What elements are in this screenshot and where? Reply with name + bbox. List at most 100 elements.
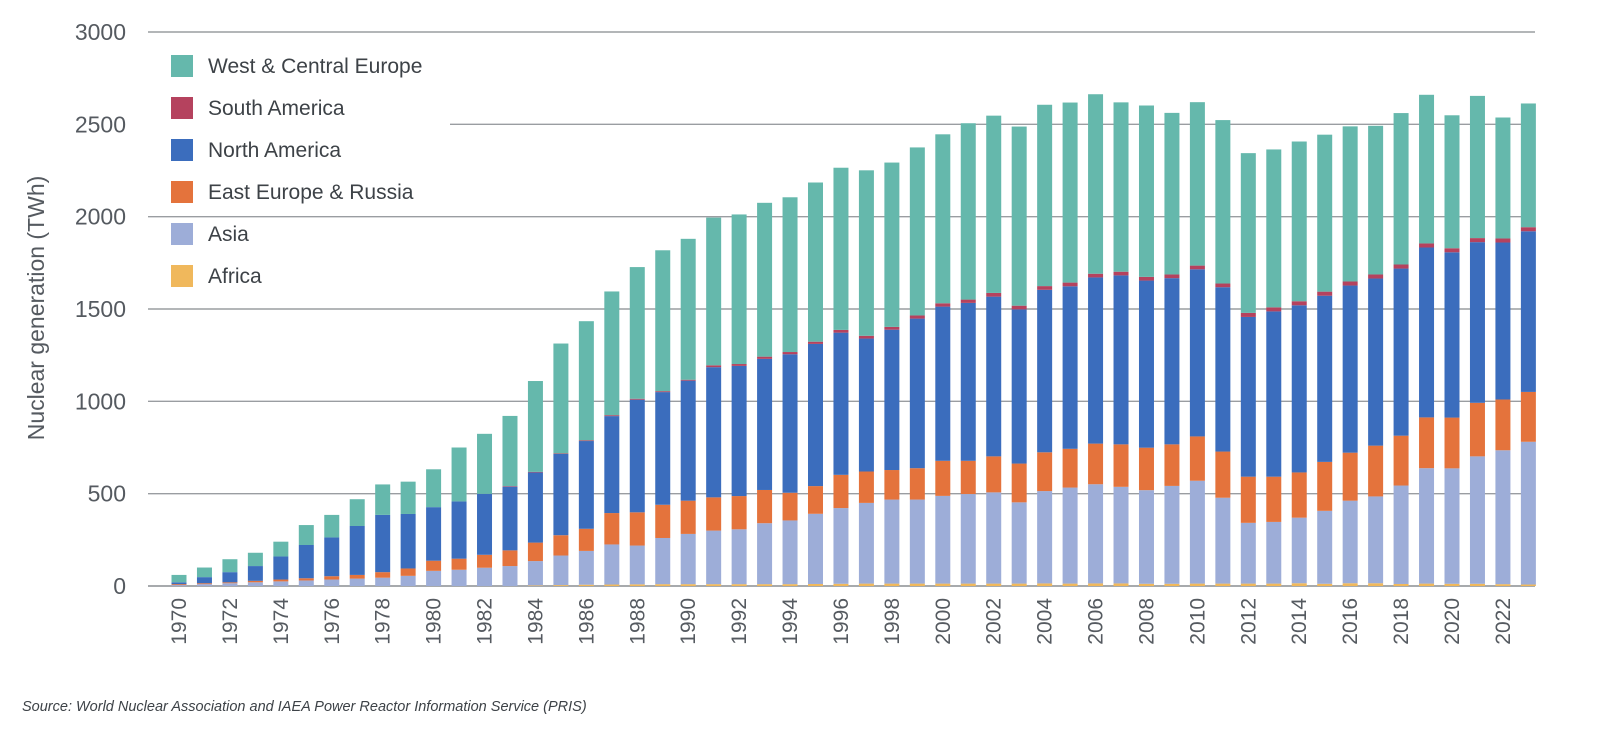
bar-segment <box>808 182 823 342</box>
legend-swatch <box>171 139 193 161</box>
bar-segment <box>1444 252 1460 418</box>
bar-segment <box>1266 583 1282 586</box>
bar-segment <box>935 134 951 304</box>
bar-segment <box>375 572 391 578</box>
bar-segment <box>808 343 823 487</box>
bar-segment <box>1037 491 1053 584</box>
bar-segment <box>731 496 747 530</box>
bar-segment <box>680 584 696 586</box>
bar-segment <box>1062 102 1078 283</box>
bar-segment <box>1062 583 1078 586</box>
bar-segment <box>1368 445 1384 497</box>
y-axis-label: Nuclear generation (TWh) <box>23 176 49 441</box>
bar-segment <box>1062 487 1078 584</box>
bar-segment <box>1164 583 1180 586</box>
bar-segment <box>604 513 620 545</box>
x-tick-label: 2020 <box>1441 598 1464 645</box>
bar-segment <box>171 574 187 583</box>
bar-segment <box>247 566 263 581</box>
legend-label: South America <box>208 97 345 120</box>
y-tick-label: 500 <box>88 481 126 507</box>
bar-segment <box>477 554 493 568</box>
bar-segment <box>1520 584 1536 586</box>
bar-segment <box>833 474 849 509</box>
bar-segment <box>1037 286 1053 290</box>
bar-segment <box>1240 316 1256 477</box>
bar-segment <box>1495 117 1511 239</box>
bar-segment <box>629 267 645 399</box>
x-tick-label: 1976 <box>321 598 344 645</box>
bar-segment <box>1419 583 1435 586</box>
bar-segment <box>757 356 773 359</box>
bar-segment <box>1368 496 1384 584</box>
bar-segment <box>578 321 594 441</box>
bar-segment <box>935 306 951 461</box>
bar-segment <box>1495 238 1511 243</box>
bar-segment <box>451 569 467 586</box>
bar-segment <box>1037 104 1053 287</box>
bar-segment <box>578 584 594 586</box>
bar-segment <box>757 202 773 357</box>
bar-segment <box>1291 517 1307 584</box>
x-tick-label: 1978 <box>372 598 395 645</box>
bar-segment <box>222 583 238 586</box>
bar-segment <box>298 545 314 579</box>
x-tick-label: 2006 <box>1085 598 1108 645</box>
bar-segment <box>782 584 798 586</box>
bar-segment <box>247 580 263 583</box>
x-tick-label: 2016 <box>1339 598 1362 645</box>
bar-segment <box>1368 278 1384 446</box>
legend-swatch <box>171 55 193 77</box>
bar-segment <box>1088 583 1104 586</box>
bar-segment <box>1037 452 1053 492</box>
bar-segment <box>1240 476 1256 523</box>
bar-segment <box>808 341 823 344</box>
bar-segment <box>960 123 976 300</box>
bar-segment <box>731 214 747 365</box>
bar-segment <box>247 582 263 586</box>
bar-segment <box>655 537 671 585</box>
y-tick-label: 2500 <box>75 111 126 137</box>
bar-segment <box>553 453 569 454</box>
bar-segment <box>757 584 773 586</box>
bar-segment <box>986 296 1002 457</box>
bar-segment <box>426 507 442 561</box>
bar-segment <box>502 566 518 586</box>
bar-segment <box>1393 264 1409 269</box>
bar-segment <box>782 197 798 353</box>
bar-segment <box>731 364 747 366</box>
y-axis-ticks: 0 500 1000 1500 2000 2500 3000 <box>75 19 126 599</box>
bar-segment <box>1215 497 1231 584</box>
bar-segment <box>400 513 416 569</box>
bar-segment <box>935 495 951 584</box>
bar-segment <box>1520 391 1536 442</box>
bar-segment <box>1189 436 1205 481</box>
bar-segment <box>986 492 1002 584</box>
bar-segment <box>629 584 645 586</box>
bar-segment <box>1164 278 1180 445</box>
bar-segment <box>502 486 518 551</box>
bar-segment <box>655 391 671 393</box>
x-tick-label: 1998 <box>881 598 904 645</box>
bar-segment <box>960 299 976 303</box>
bar-segment <box>196 584 212 586</box>
bar-segment <box>782 520 798 585</box>
bar-segment <box>884 162 900 327</box>
bar-segment <box>858 583 874 586</box>
x-tick-label: 2004 <box>1034 598 1057 645</box>
bar-segment <box>833 167 849 330</box>
bar-segment <box>553 343 569 454</box>
bar-segment <box>1393 583 1409 586</box>
bar-segment <box>909 499 925 584</box>
bar-segment <box>629 398 645 400</box>
bar-segment <box>578 440 594 442</box>
bar-segment <box>1138 447 1154 491</box>
bar-segment <box>247 552 263 567</box>
bar-segment <box>808 513 823 584</box>
legend-swatch <box>171 223 193 245</box>
bar-segment <box>196 577 212 584</box>
bar-segment <box>1342 281 1358 286</box>
bar-segment <box>1419 243 1435 248</box>
bar-segment <box>884 499 900 584</box>
bar-segment <box>884 326 900 330</box>
